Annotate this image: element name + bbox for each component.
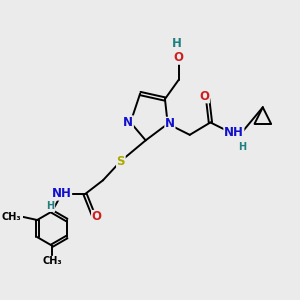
Text: O: O xyxy=(92,211,102,224)
Text: CH₃: CH₃ xyxy=(42,256,62,266)
Text: H: H xyxy=(46,202,55,212)
Text: O: O xyxy=(174,51,184,64)
Text: NH: NH xyxy=(224,126,244,139)
Text: CH₃: CH₃ xyxy=(1,212,21,222)
Text: S: S xyxy=(117,154,125,167)
Text: N: N xyxy=(165,117,175,130)
Text: O: O xyxy=(200,90,209,103)
Text: H: H xyxy=(238,142,246,152)
Text: N: N xyxy=(123,116,133,129)
Text: NH: NH xyxy=(52,187,72,200)
Text: H: H xyxy=(172,38,182,50)
